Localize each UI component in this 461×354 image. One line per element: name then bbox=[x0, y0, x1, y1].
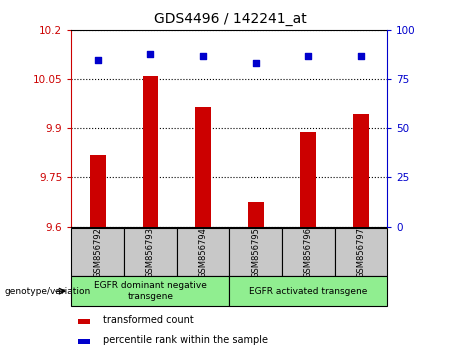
Bar bbox=[78, 338, 90, 344]
Point bbox=[199, 53, 207, 58]
Bar bbox=[301, 132, 316, 227]
Bar bbox=[282, 228, 335, 276]
Text: percentile rank within the sample: percentile rank within the sample bbox=[103, 335, 268, 345]
Bar bbox=[124, 228, 177, 276]
Bar bbox=[335, 228, 387, 276]
Bar bbox=[353, 114, 369, 227]
Text: GSM856796: GSM856796 bbox=[304, 227, 313, 278]
Point bbox=[305, 53, 312, 58]
Point bbox=[357, 53, 365, 58]
Bar bbox=[71, 228, 124, 276]
Bar bbox=[230, 276, 387, 306]
Bar bbox=[177, 228, 229, 276]
Point bbox=[147, 51, 154, 57]
Bar bbox=[71, 276, 230, 306]
Text: GSM856797: GSM856797 bbox=[356, 227, 366, 278]
Bar bbox=[230, 228, 282, 276]
Point bbox=[252, 61, 260, 66]
Text: EGFR dominant negative
transgene: EGFR dominant negative transgene bbox=[94, 281, 207, 301]
Text: EGFR activated transgene: EGFR activated transgene bbox=[249, 287, 367, 296]
Text: GSM856795: GSM856795 bbox=[251, 227, 260, 278]
Text: GSM856792: GSM856792 bbox=[93, 227, 102, 278]
Text: GSM856794: GSM856794 bbox=[199, 227, 207, 278]
Bar bbox=[90, 154, 106, 227]
Bar bbox=[78, 319, 90, 324]
Text: GDS4496 / 142241_at: GDS4496 / 142241_at bbox=[154, 12, 307, 27]
Bar bbox=[248, 202, 264, 227]
Text: GSM856793: GSM856793 bbox=[146, 227, 155, 278]
Bar bbox=[195, 107, 211, 227]
Text: genotype/variation: genotype/variation bbox=[5, 287, 91, 296]
Point bbox=[94, 57, 101, 62]
Bar bbox=[142, 76, 158, 227]
Text: transformed count: transformed count bbox=[103, 315, 194, 325]
